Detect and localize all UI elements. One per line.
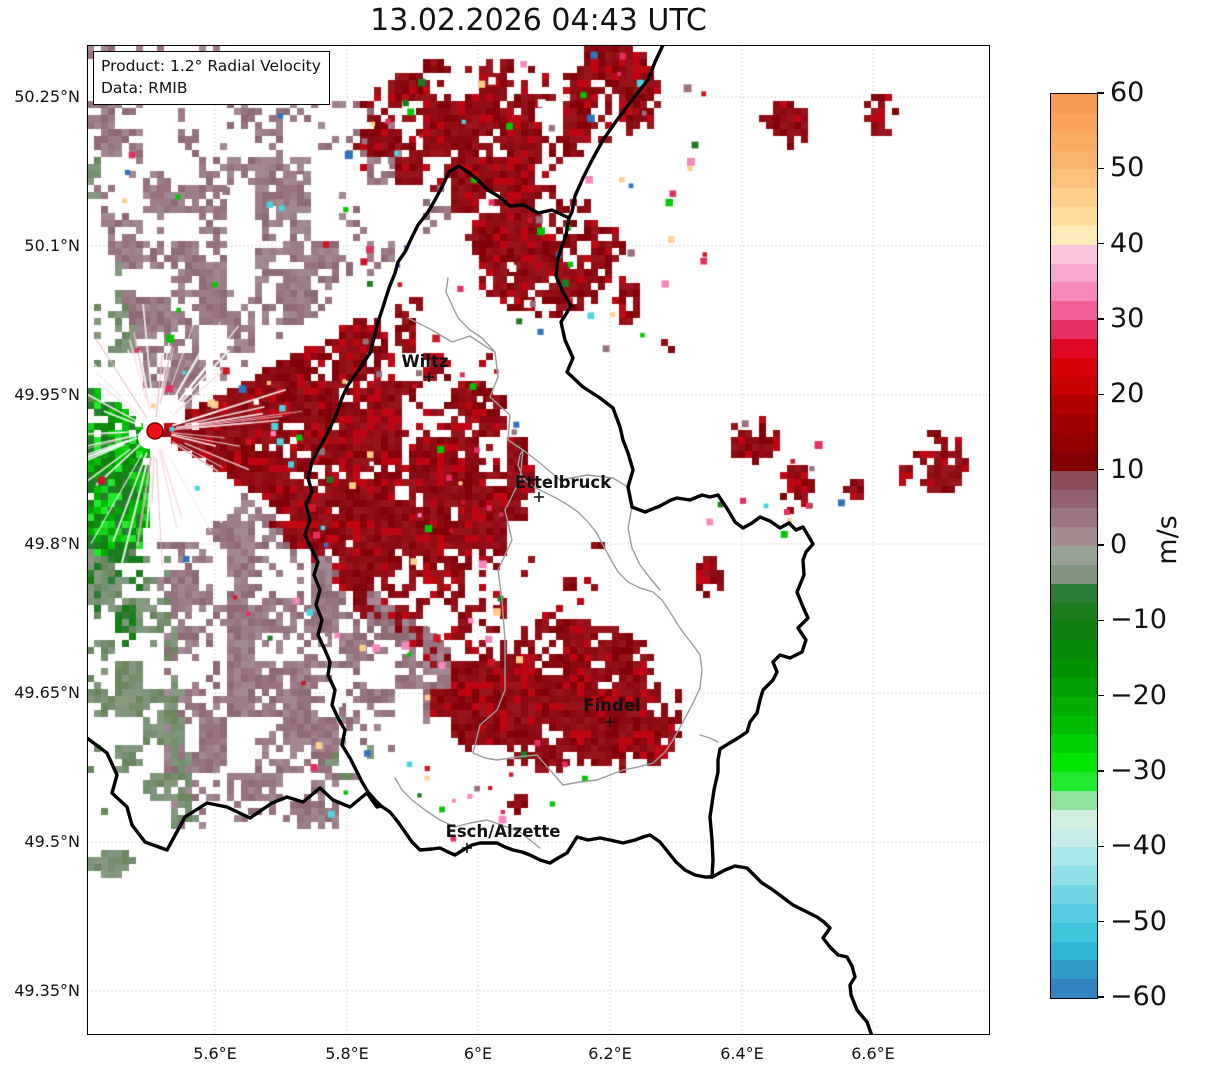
colorbar-band: [1051, 829, 1097, 847]
colorbar-band: [1051, 282, 1097, 301]
colorbar-band: [1051, 414, 1097, 433]
colorbar-tick: [1097, 694, 1104, 697]
colorbar-band: [1051, 226, 1097, 245]
colorbar-band: [1051, 339, 1097, 358]
colorbar-band: [1051, 753, 1097, 772]
colorbar-tick: [1097, 845, 1104, 848]
colorbar-band: [1051, 678, 1097, 697]
colorbar-tick: [1097, 468, 1104, 471]
colorbar-band: [1051, 923, 1097, 942]
colorbar-tick-label: 40: [1110, 227, 1145, 259]
colorbar-band: [1051, 847, 1097, 866]
colorbar-band: [1051, 716, 1097, 734]
colorbar-band: [1051, 132, 1097, 151]
colorbar-band: [1051, 245, 1097, 264]
lat-tick-label: 49.8°N: [24, 534, 80, 553]
colorbar-band: [1051, 151, 1097, 169]
lat-tick-label: 49.35°N: [14, 981, 80, 1000]
lon-tick-label: 5.8°E: [325, 1044, 369, 1063]
colorbar-band: [1051, 94, 1097, 113]
data-source-line: Data: RMIB: [101, 79, 188, 97]
colorbar-band: [1051, 640, 1097, 659]
colorbar-tick-label: −30: [1110, 755, 1167, 786]
colorbar-band: [1051, 452, 1097, 471]
colorbar-tick: [1097, 92, 1104, 94]
colorbar-tick-label: −60: [1110, 981, 1167, 1012]
colorbar-tick: [1097, 996, 1104, 998]
colorbar-tick-label: −20: [1110, 679, 1167, 711]
colorbar-tick-label: 50: [1110, 152, 1145, 184]
colorbar-band: [1051, 113, 1097, 132]
colorbar-tick: [1097, 770, 1104, 772]
colorbar-unit-label: m/s: [1152, 515, 1183, 565]
colorbar-tick: [1097, 393, 1104, 396]
colorbar-band: [1051, 320, 1097, 339]
lat-tick-label: 49.95°N: [14, 385, 80, 404]
colorbar-band: [1051, 866, 1097, 885]
colorbar-band: [1051, 490, 1097, 508]
product-line: Product: 1.2° Radial Velocity: [101, 57, 321, 75]
lat-tick-label: 50.1°N: [24, 236, 80, 255]
colorbar-band: [1051, 546, 1097, 565]
colorbar-band: [1051, 395, 1097, 414]
colorbar-tick-label: 30: [1110, 303, 1145, 334]
colorbar-tick-label: −50: [1110, 905, 1167, 937]
colorbar-band: [1051, 659, 1097, 678]
lon-tick-label: 6.6°E: [851, 1044, 895, 1063]
colorbar-band: [1051, 697, 1097, 716]
colorbar-tick-label: 10: [1110, 453, 1145, 485]
colorbar-band: [1051, 904, 1097, 923]
colorbar-band: [1051, 734, 1097, 753]
product-annotation-box: Product: 1.2° Radial Velocity Data: RMIB: [93, 51, 330, 105]
colorbar-band: [1051, 885, 1097, 904]
colorbar-band: [1051, 471, 1097, 490]
colorbar-band: [1051, 603, 1097, 621]
colorbar-tick: [1097, 242, 1104, 245]
colorbar-band: [1051, 377, 1097, 395]
lon-tick-label: 6.4°E: [720, 1044, 764, 1063]
lat-tick-label: 49.5°N: [24, 832, 80, 851]
colorbar-band: [1051, 169, 1097, 188]
lat-tick-label: 50.25°N: [14, 87, 80, 106]
colorbar-band: [1051, 358, 1097, 377]
colorbar-band: [1051, 791, 1097, 810]
colorbar-tick-label: −10: [1110, 604, 1167, 636]
colorbar-band: [1051, 810, 1097, 829]
lon-tick-label: 6°E: [463, 1044, 493, 1063]
colorbar-tick: [1097, 920, 1104, 923]
lon-tick-label: 5.6°E: [193, 1044, 237, 1063]
colorbar-band: [1051, 264, 1097, 282]
colorbar-tick: [1097, 318, 1104, 320]
colorbar: [1050, 93, 1098, 999]
colorbar-band: [1051, 942, 1097, 960]
colorbar-band: [1051, 621, 1097, 640]
colorbar-tick: [1097, 619, 1104, 622]
colorbar-band: [1051, 508, 1097, 527]
colorbar-tick-label: 60: [1110, 77, 1145, 108]
colorbar-band: [1051, 527, 1097, 546]
colorbar-tick-label: 0: [1110, 529, 1128, 560]
colorbar-band: [1051, 772, 1097, 791]
colorbar-tick-label: −40: [1110, 830, 1167, 862]
colorbar-band: [1051, 584, 1097, 603]
colorbar-band: [1051, 301, 1097, 320]
lon-tick-label: 6.2°E: [588, 1044, 632, 1063]
colorbar-band: [1051, 565, 1097, 584]
colorbar-tick: [1097, 167, 1104, 170]
colorbar-tick: [1097, 544, 1104, 546]
colorbar-band: [1051, 433, 1097, 452]
colorbar-band: [1051, 188, 1097, 207]
colorbar-band: [1051, 979, 1097, 998]
colorbar-tick-label: 20: [1110, 378, 1145, 410]
colorbar-band: [1051, 960, 1097, 979]
colorbar-band: [1051, 207, 1097, 226]
lat-tick-label: 49.65°N: [14, 683, 80, 702]
